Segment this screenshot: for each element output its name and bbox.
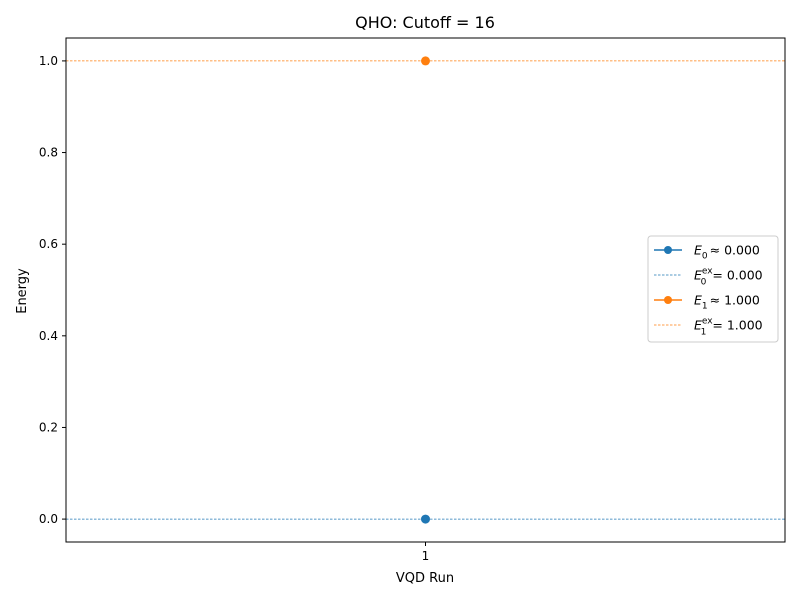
x-tick-label: 1 [422, 549, 430, 563]
legend-entry-e1: E1 ≈ 1.000 [654, 293, 760, 312]
y-tick-label: 0.4 [39, 329, 58, 343]
legend-label: Eex 1 = 1.000 [694, 317, 763, 338]
legend-label: Eex 0 = 0.000 [694, 267, 763, 288]
y-tick-label: 1.0 [39, 54, 58, 68]
legend-entry-e0: E0 ≈ 0.000 [654, 243, 760, 262]
data-point-e0 [421, 514, 430, 524]
legend-entry-e1_ex: Eex 1 = 1.000 [654, 317, 763, 338]
y-tick-label: 0.2 [39, 420, 58, 434]
y-tick-label: 0.8 [39, 146, 58, 160]
y-axis-label: Energy [15, 268, 30, 314]
plot-area: 0.0 0.2 0.4 0.6 0.8 1.0 1 [39, 37, 786, 563]
y-ticks: 0.0 0.2 0.4 0.6 0.8 1.0 [39, 54, 66, 526]
legend-label: E0 ≈ 0.000 [694, 243, 760, 262]
x-axis-label: VQD Run [396, 571, 454, 586]
data-point-e1 [421, 56, 430, 66]
legend-frame [647, 235, 779, 343]
series-layer [421, 56, 430, 524]
y-tick-label: 0.6 [39, 237, 58, 251]
legend-marker [664, 246, 672, 254]
legend-label: E1 ≈ 1.000 [694, 293, 760, 312]
y-tick-label: 0.0 [39, 512, 58, 526]
chart-title: QHO: Cutoff = 16 [355, 13, 495, 32]
x-ticks: 1 [422, 542, 430, 563]
legend-entry-e0_ex: Eex 0 = 0.000 [654, 267, 763, 288]
legend: E0 ≈ 0.000 Eex 0 = 0.000 E1 ≈ 1.000 Eex 1 = 1.000 [647, 235, 779, 343]
legend-marker [664, 296, 672, 304]
